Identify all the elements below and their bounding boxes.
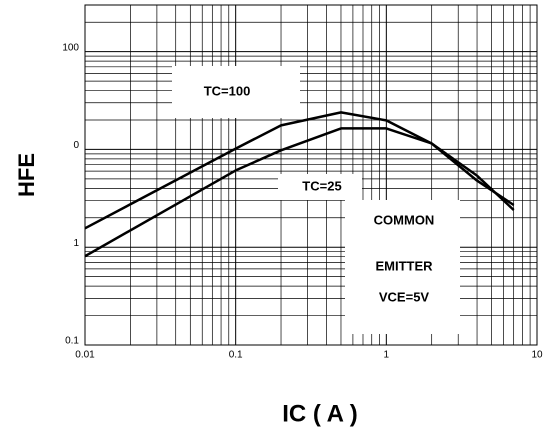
x-tick-label: 10 [531,350,543,361]
plot [84,111,515,258]
x-tick-label: 0.01 [75,350,95,361]
y-tick-label: 1 [73,238,79,249]
y-axis-title: HFE [14,153,39,197]
annotation: EMITTER [375,258,433,273]
series-label: TC=25 [302,178,341,193]
annotation: COMMON [374,212,435,227]
label-box [172,66,300,118]
x-tick-label: 0.1 [229,350,243,361]
line [84,111,515,230]
label-box [345,200,460,334]
line [84,127,515,258]
y-tick-label: 100 [62,42,79,53]
x-axis-title: IC ( A ) [282,400,358,427]
label-box [278,174,362,200]
annotation: VCE=5V [379,289,430,304]
x-tick-label: 1 [384,350,390,361]
y-tick-label: 0 [73,140,79,151]
series-label: TC=100 [204,83,251,98]
y-tick-label: 0.1 [65,336,79,347]
